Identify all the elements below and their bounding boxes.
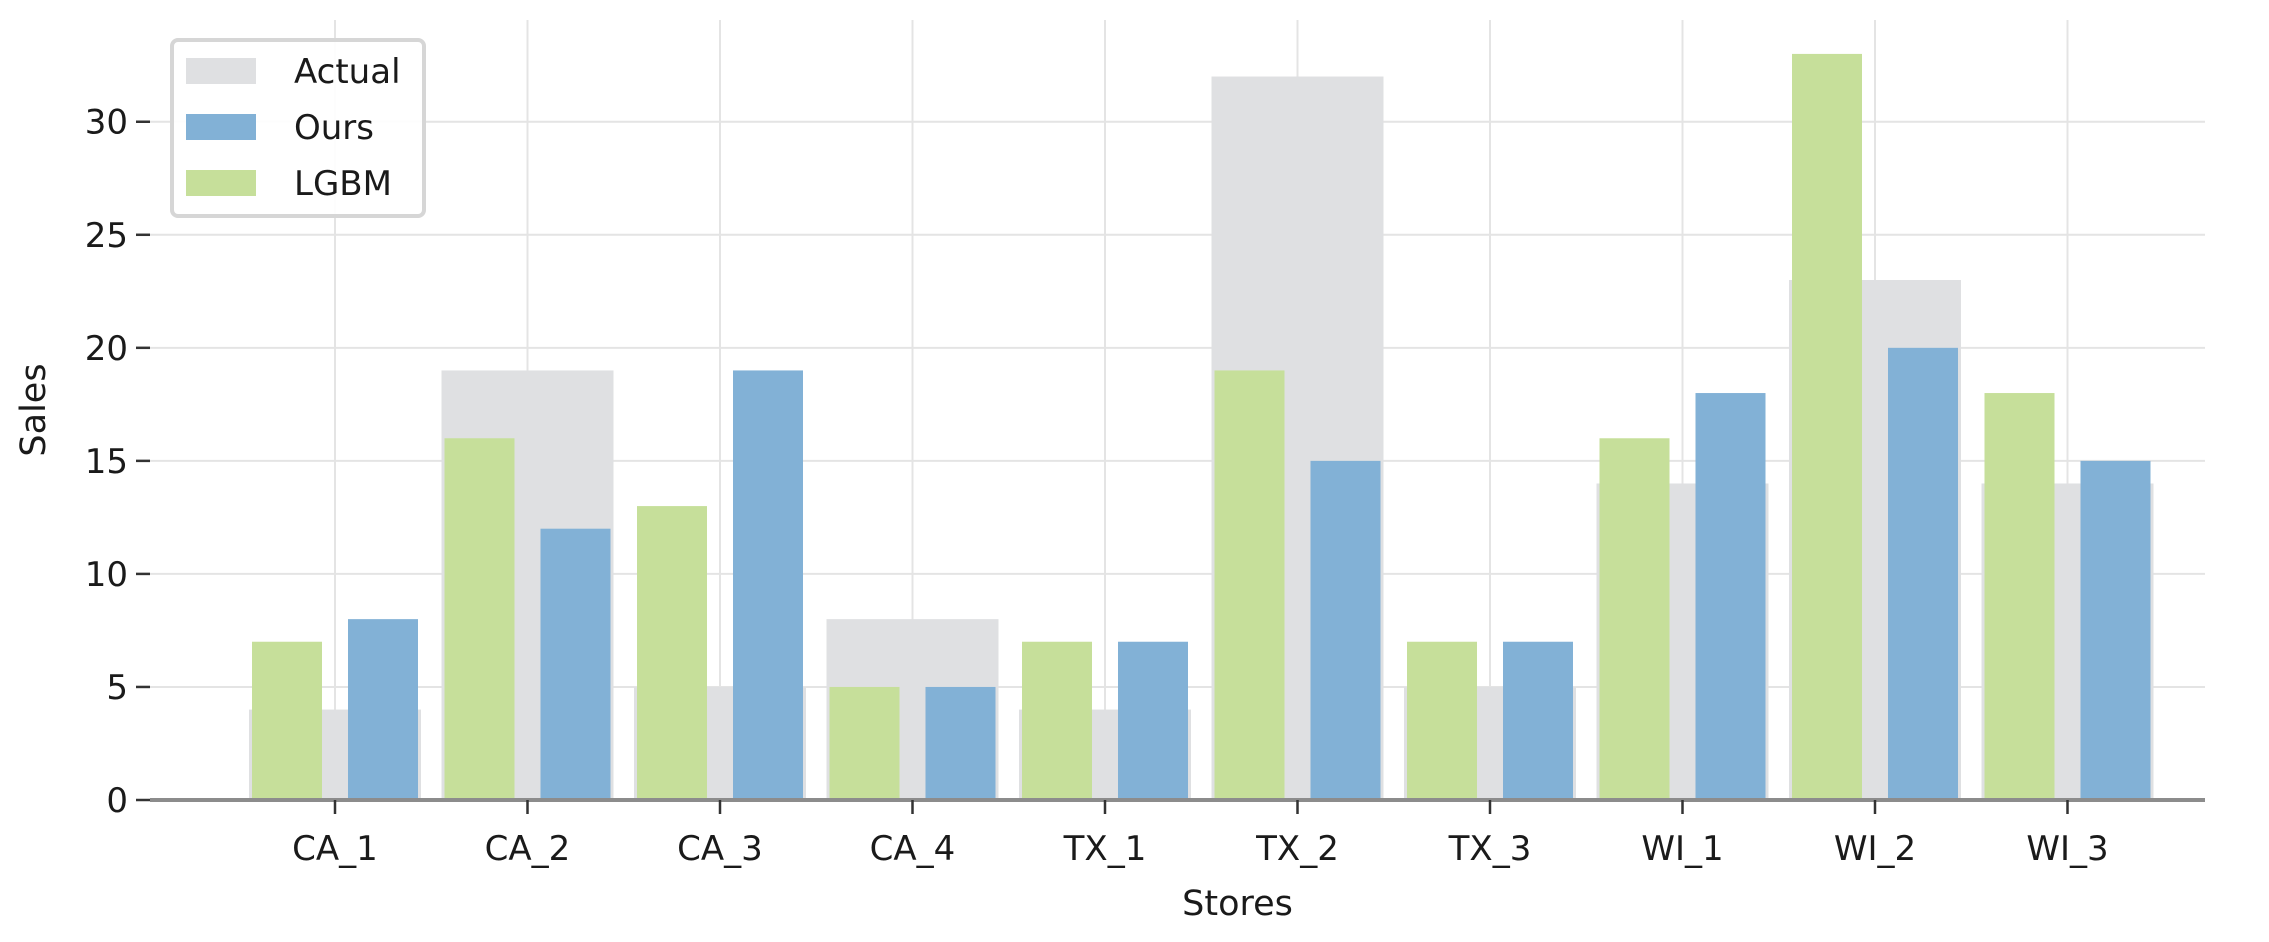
bar-lgbm (637, 506, 707, 800)
legend-label-lgbm: LGBM (294, 164, 392, 204)
y-tick-label: 20 (85, 329, 128, 369)
bar-ours (925, 686, 996, 800)
bar-ours (733, 370, 803, 800)
x-tick-label: WI_1 (1641, 829, 1723, 869)
bar-ours (1118, 641, 1188, 800)
bar-lgbm (829, 686, 900, 800)
y-tick-label: 15 (85, 442, 128, 482)
bar-lgbm (1599, 438, 1670, 800)
bar-lgbm (1214, 370, 1285, 800)
x-axis-title: Stores (1182, 884, 1293, 924)
y-tick-label: 5 (106, 668, 128, 708)
legend: Actual Ours LGBM (170, 38, 426, 218)
bar-lgbm (444, 438, 515, 800)
x-tick-label: TX_2 (1255, 829, 1339, 869)
legend-swatch-actual (186, 58, 256, 84)
bar-ours (348, 619, 418, 800)
x-tick-label: CA_3 (677, 829, 763, 869)
x-tick-label: CA_4 (870, 829, 956, 869)
bar-ours (540, 528, 611, 800)
bars (249, 53, 2154, 801)
legend-swatch-ours (186, 114, 256, 140)
bar-ours (2080, 460, 2151, 800)
x-tick-label: CA_1 (292, 829, 378, 869)
axes: 0 5 10 15 20 25 30 CA_1 CA_2 CA_3 CA_4 TX_1 TX_2 TX_3… (85, 103, 2205, 869)
legend-swatch-lgbm (186, 170, 256, 196)
bar-ours (1310, 460, 1381, 800)
x-tick-label: WI_3 (2026, 829, 2108, 869)
legend-label-actual: Actual (294, 52, 401, 92)
y-tick-label: 0 (106, 781, 128, 821)
bar-lgbm (1792, 53, 1862, 801)
bar-ours (1503, 641, 1573, 800)
y-tick-label: 25 (85, 216, 128, 256)
y-tick-label: 10 (85, 555, 128, 595)
y-axis-title: Sales (14, 363, 54, 456)
bar-lgbm (1407, 641, 1477, 800)
x-tick-label: TX_3 (1448, 829, 1532, 869)
bar-ours (1695, 393, 1766, 800)
bar-lgbm (1984, 393, 2055, 800)
bar-ours (1888, 347, 1958, 800)
legend-label-ours: Ours (294, 108, 374, 148)
x-tick-label: CA_2 (485, 829, 571, 869)
x-tick-label: WI_2 (1834, 829, 1916, 869)
x-tick-label: TX_1 (1063, 829, 1147, 869)
y-tick-label: 30 (85, 103, 128, 143)
bar-lgbm (252, 641, 322, 800)
bar-lgbm (1022, 641, 1092, 800)
